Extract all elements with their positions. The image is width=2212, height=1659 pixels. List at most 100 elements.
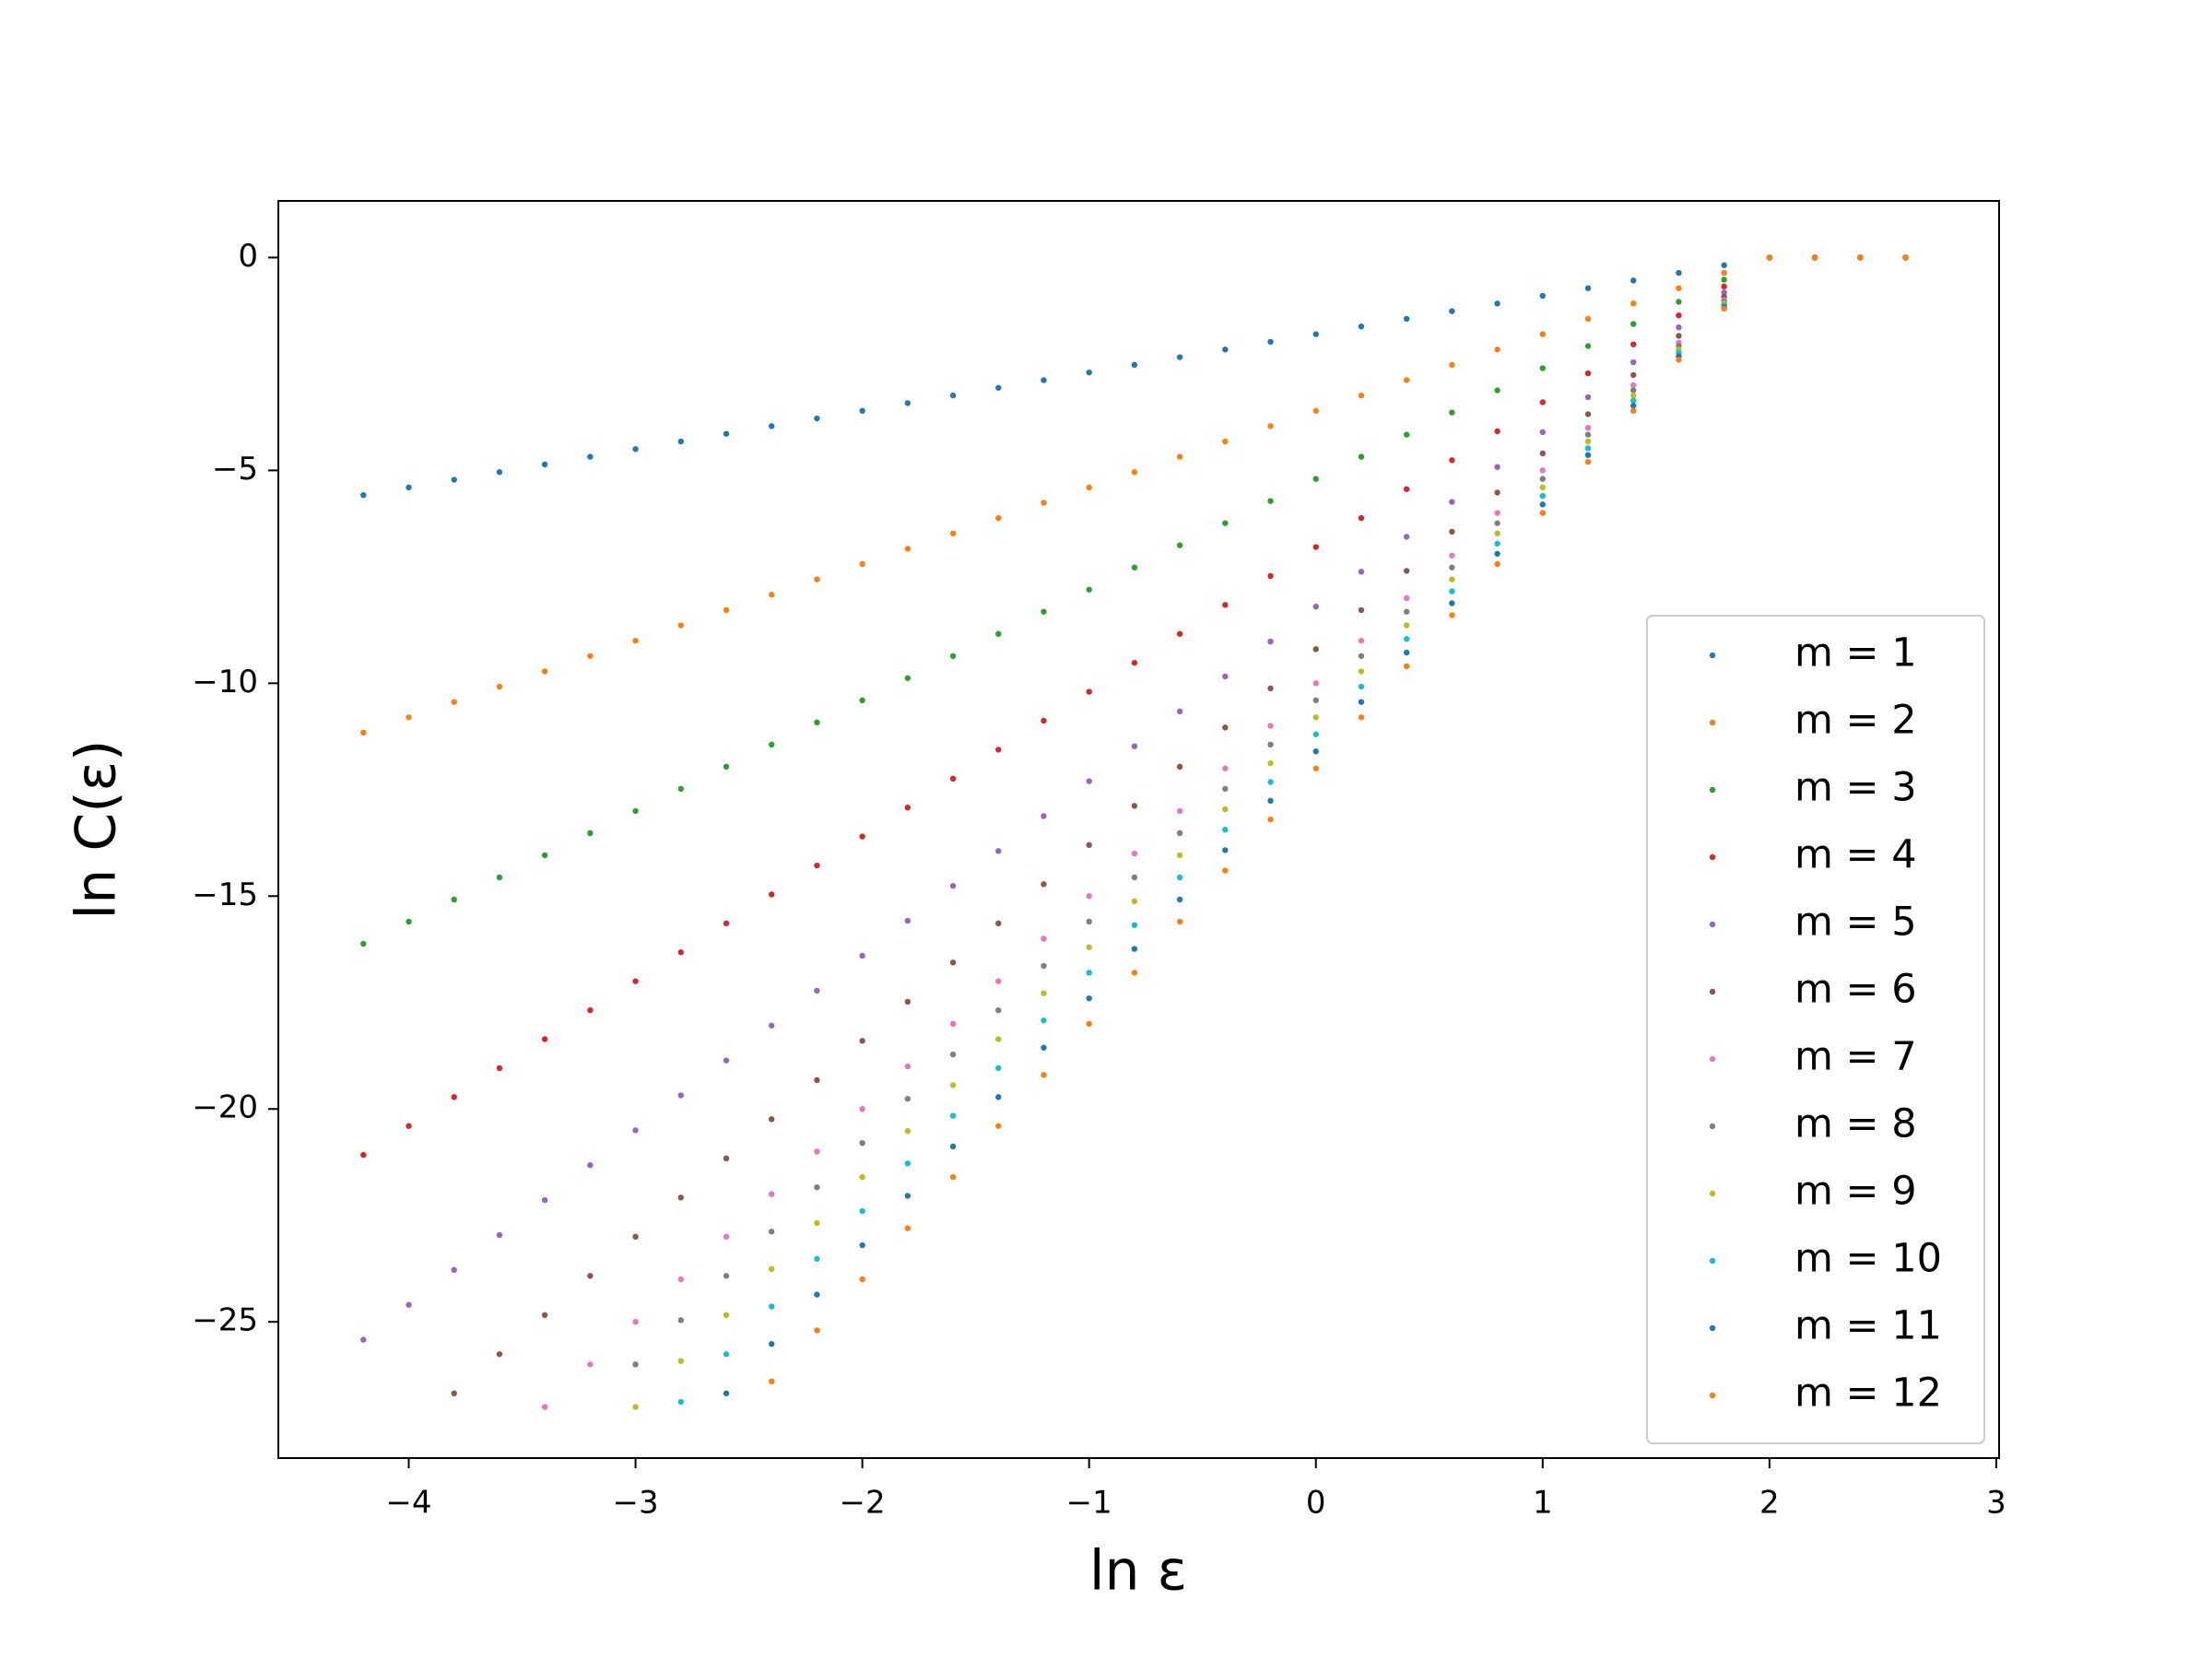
- point: [541, 668, 548, 675]
- point: [723, 1155, 730, 1162]
- point: [949, 1112, 957, 1119]
- point: [949, 392, 957, 399]
- point: [1539, 365, 1546, 371]
- point: [1449, 576, 1455, 582]
- point: [1449, 361, 1455, 369]
- point: [1494, 428, 1500, 435]
- point: [814, 415, 820, 422]
- point: [1358, 606, 1365, 614]
- point: [768, 1022, 775, 1029]
- point: [1449, 552, 1455, 559]
- point: [1086, 841, 1092, 849]
- point: [1131, 361, 1138, 369]
- point: [723, 763, 730, 771]
- point: [1449, 564, 1455, 571]
- point: [814, 1255, 820, 1263]
- legend-marker: [1709, 786, 1716, 794]
- point: [1176, 763, 1183, 771]
- point: [677, 1194, 684, 1201]
- point: [723, 1233, 730, 1241]
- point: [1358, 714, 1365, 721]
- point: [1222, 724, 1229, 731]
- legend-marker: [1709, 1257, 1716, 1265]
- point: [1176, 830, 1183, 837]
- point: [1358, 453, 1365, 460]
- point: [451, 1266, 457, 1274]
- legend-label: m = 1: [1794, 630, 1917, 677]
- y-tick-label: −20: [192, 1089, 258, 1126]
- point: [1267, 741, 1274, 748]
- point: [541, 1312, 548, 1319]
- point: [1176, 354, 1183, 360]
- point: [541, 1404, 548, 1410]
- point: [496, 1065, 503, 1072]
- point: [995, 1036, 1002, 1042]
- y-tick-label: −25: [192, 1302, 258, 1339]
- y-axis-label: ln C(ε): [65, 740, 129, 920]
- point: [859, 1106, 865, 1112]
- point: [1086, 893, 1092, 900]
- point: [1131, 874, 1138, 881]
- point: [1267, 779, 1274, 785]
- point: [1312, 646, 1319, 653]
- point: [949, 883, 957, 889]
- point: [1494, 560, 1500, 568]
- point: [1086, 688, 1092, 695]
- point: [1584, 370, 1592, 377]
- point: [1494, 550, 1500, 558]
- point: [1584, 445, 1592, 452]
- point: [1176, 630, 1183, 637]
- point: [1358, 514, 1365, 522]
- point: [677, 785, 684, 793]
- point: [1222, 806, 1229, 813]
- point: [1267, 759, 1274, 767]
- point: [949, 653, 957, 659]
- point: [1131, 850, 1138, 857]
- point: [1449, 457, 1455, 464]
- point: [1267, 723, 1274, 729]
- point: [1494, 387, 1500, 394]
- point: [632, 1233, 639, 1241]
- point: [859, 1241, 865, 1249]
- point: [723, 1390, 730, 1396]
- point: [1811, 254, 1818, 261]
- point: [1539, 399, 1546, 406]
- point: [1086, 586, 1092, 593]
- point: [1403, 622, 1410, 629]
- point: [1721, 283, 1727, 290]
- point: [541, 1196, 548, 1204]
- point: [1131, 469, 1138, 476]
- point: [1176, 896, 1183, 903]
- point: [677, 1358, 684, 1364]
- point: [677, 1398, 684, 1406]
- point: [859, 560, 865, 568]
- point: [1630, 402, 1637, 409]
- point: [904, 1225, 912, 1231]
- point: [541, 852, 548, 859]
- point: [859, 833, 865, 840]
- point: [1449, 308, 1455, 314]
- point: [1584, 411, 1592, 418]
- point: [632, 1404, 639, 1410]
- point: [1494, 300, 1500, 307]
- point: [1358, 653, 1365, 659]
- point: [723, 606, 730, 614]
- point: [360, 940, 367, 947]
- point: [1176, 708, 1183, 715]
- legend-label: m = 8: [1794, 1101, 1917, 1147]
- point: [1222, 602, 1229, 608]
- point: [677, 438, 684, 445]
- point: [496, 1231, 503, 1239]
- point: [1176, 874, 1183, 881]
- point: [1403, 594, 1410, 602]
- legend-marker: [1709, 1324, 1716, 1332]
- point: [1403, 636, 1410, 642]
- point: [1630, 382, 1637, 389]
- point: [995, 1006, 1002, 1014]
- point: [768, 1341, 775, 1347]
- point: [1630, 359, 1637, 366]
- point: [723, 920, 730, 927]
- point: [1539, 331, 1546, 337]
- point: [904, 546, 912, 552]
- point: [814, 1077, 820, 1084]
